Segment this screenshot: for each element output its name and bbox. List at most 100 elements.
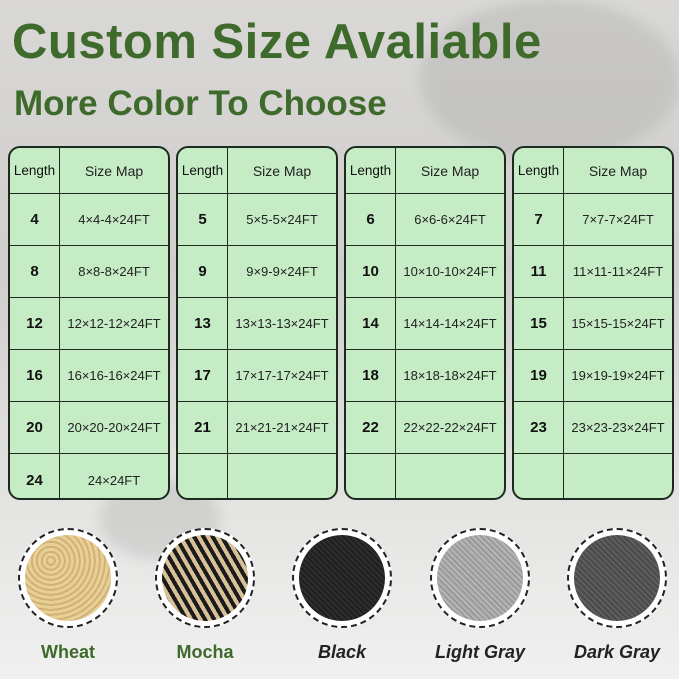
size-table: Length Size Map 5 5×5-5×24FT 9 9×9-9×24FT 13 13… xyxy=(176,146,338,500)
table-row: 12 12×12-12×24FT xyxy=(10,298,168,350)
fabric-sample-image xyxy=(574,535,660,621)
table-row: 5 5×5-5×24FT xyxy=(178,194,336,246)
table-row: 11 11×11-11×24FT xyxy=(514,246,672,298)
color-swatch-light-gray[interactable] xyxy=(430,528,530,628)
table-row: 21 21×21-21×24FT xyxy=(178,402,336,454)
table-row: 14 14×14-14×24FT xyxy=(346,298,504,350)
table-row: 8 8×8-8×24FT xyxy=(10,246,168,298)
color-label: Dark Gray xyxy=(573,642,661,662)
length-cell: 18 xyxy=(346,350,396,401)
size-map-cell: 9×9-9×24FT xyxy=(246,264,318,279)
table-row xyxy=(514,454,672,498)
table-row: 16 16×16-16×24FT xyxy=(10,350,168,402)
size-map-cell: 24×24FT xyxy=(87,472,141,488)
fabric-sample-image xyxy=(299,535,385,621)
size-map-cell: 12×12-12×24FT xyxy=(67,316,161,331)
length-cell: 14 xyxy=(346,298,396,349)
table-header: Length Size Map xyxy=(514,148,672,194)
length-cell: 17 xyxy=(178,350,228,401)
length-cell: 9 xyxy=(178,246,228,297)
color-label: Mocha xyxy=(176,642,234,662)
size-map-cell: 15×15-15×24FT xyxy=(571,316,665,331)
size-table: Length Size Map 6 6×6-6×24FT 10 10×10-10×24FT… xyxy=(344,146,506,500)
size-map-cell: 8×8-8×24FT xyxy=(78,264,150,279)
length-cell: 23 xyxy=(514,402,564,453)
table-row: 10 10×10-10×24FT xyxy=(346,246,504,298)
length-header: Length xyxy=(10,148,60,193)
table-row: 20 20×20-20×24FT xyxy=(10,402,168,454)
size-table: Length Size Map 4 4×4-4×24FT 8 8×8-8×24FT 12 12… xyxy=(8,146,170,500)
size-map-header: Size Map xyxy=(420,162,480,179)
table-header: Length Size Map xyxy=(10,148,168,194)
background-machine xyxy=(420,0,679,160)
size-map-cell: 16×16-16×24FT xyxy=(67,368,161,383)
size-map-cell: 4×4-4×24FT xyxy=(78,212,150,227)
table-row: 4 4×4-4×24FT xyxy=(10,194,168,246)
table-row: 22 22×22-22×24FT xyxy=(346,402,504,454)
fabric-sample-image xyxy=(437,535,523,621)
table-row: 18 18×18-18×24FT xyxy=(346,350,504,402)
length-cell: 24 xyxy=(10,454,60,498)
size-map-cell xyxy=(564,454,672,498)
size-map-cell: 23×23-23×24FT xyxy=(571,420,665,435)
length-cell: 16 xyxy=(10,350,60,401)
table-row: 6 6×6-6×24FT xyxy=(346,194,504,246)
color-label: Light Gray xyxy=(434,642,525,662)
size-map-cell: 6×6-6×24FT xyxy=(414,212,486,227)
size-map-cell: 13×13-13×24FT xyxy=(235,316,329,331)
color-label: Wheat xyxy=(41,642,95,662)
length-header: Length xyxy=(178,148,228,193)
size-map-cell: 10×10-10×24FT xyxy=(403,264,497,279)
page-subtitle: More Color To Choose xyxy=(14,84,387,123)
length-cell: 4 xyxy=(10,194,60,245)
table-row: 9 9×9-9×24FT xyxy=(178,246,336,298)
table-row: 24 24×24FT xyxy=(10,454,168,498)
length-cell: 19 xyxy=(514,350,564,401)
color-swatch-wheat[interactable] xyxy=(18,528,118,628)
size-map-header: Size Map xyxy=(588,162,648,179)
size-map-cell: 21×21-21×24FT xyxy=(235,420,329,435)
color-swatch-dark-gray[interactable] xyxy=(567,528,667,628)
size-map-cell: 18×18-18×24FT xyxy=(403,368,497,383)
length-cell: 15 xyxy=(514,298,564,349)
size-map-cell xyxy=(396,454,504,498)
size-map-cell: 22×22-22×24FT xyxy=(403,420,497,435)
length-header: Length xyxy=(346,148,396,193)
fabric-sample-image xyxy=(162,535,248,621)
table-row: 13 13×13-13×24FT xyxy=(178,298,336,350)
color-label: Black xyxy=(317,642,367,662)
table-row: 19 19×19-19×24FT xyxy=(514,350,672,402)
size-map-cell: 11×11-11×24FT xyxy=(572,264,664,279)
table-row xyxy=(346,454,504,498)
length-cell: 10 xyxy=(346,246,396,297)
length-cell: 11 xyxy=(514,246,564,297)
table-row: 17 17×17-17×24FT xyxy=(178,350,336,402)
table-header: Length Size Map xyxy=(178,148,336,194)
size-map-cell xyxy=(228,454,336,498)
length-cell xyxy=(178,454,228,498)
table-row: 7 7×7-7×24FT xyxy=(514,194,672,246)
page-title: Custom Size Avaliable xyxy=(12,15,542,69)
size-map-cell: 5×5-5×24FT xyxy=(246,212,318,227)
color-swatch-mocha[interactable] xyxy=(155,528,255,628)
size-map-cell: 14×14-14×24FT xyxy=(403,316,497,331)
length-cell: 5 xyxy=(178,194,228,245)
size-map-cell: 19×19-19×24FT xyxy=(571,368,665,383)
length-cell: 7 xyxy=(514,194,564,245)
table-row: 23 23×23-23×24FT xyxy=(514,402,672,454)
size-map-header: Size Map xyxy=(84,162,144,179)
length-cell xyxy=(346,454,396,498)
table-row xyxy=(178,454,336,498)
table-header: Length Size Map xyxy=(346,148,504,194)
color-swatch-black[interactable] xyxy=(292,528,392,628)
size-table: Length Size Map 7 7×7-7×24FT 11 11×11-11×24FT… xyxy=(512,146,674,500)
length-cell: 6 xyxy=(346,194,396,245)
length-cell: 8 xyxy=(10,246,60,297)
table-row: 15 15×15-15×24FT xyxy=(514,298,672,350)
length-cell: 12 xyxy=(10,298,60,349)
size-map-cell: 17×17-17×24FT xyxy=(235,368,329,383)
length-cell: 22 xyxy=(346,402,396,453)
length-cell: 20 xyxy=(10,402,60,453)
fabric-sample-image xyxy=(25,535,111,621)
length-cell: 13 xyxy=(178,298,228,349)
